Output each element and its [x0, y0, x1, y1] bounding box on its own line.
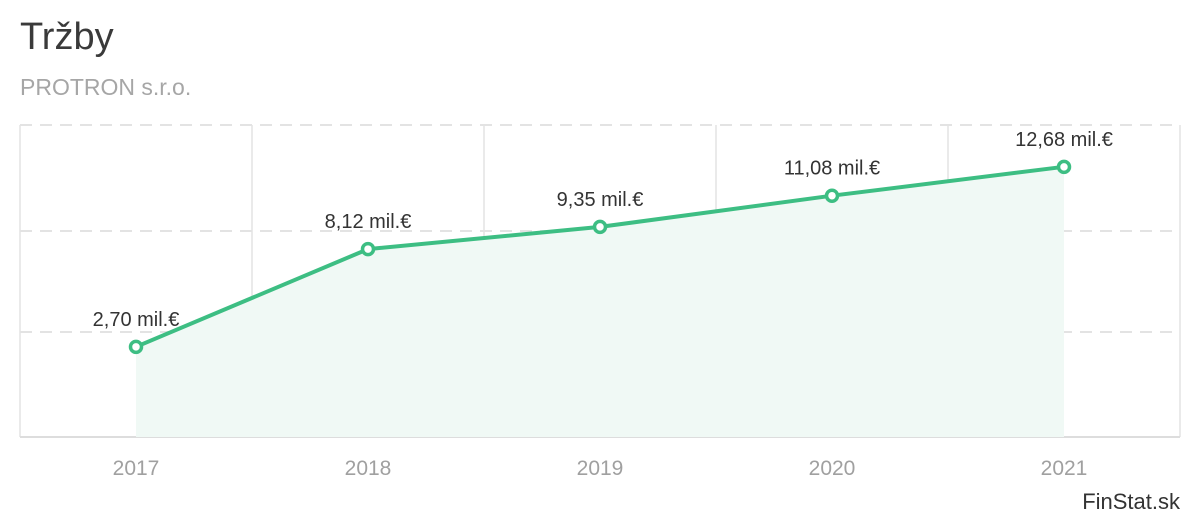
- data-label-2020: 11,08 mil.€: [784, 158, 880, 180]
- x-tick-label-2021: 2021: [1041, 457, 1088, 480]
- chart-title: Tržby: [20, 16, 114, 58]
- data-labels: 2,70 mil.€ 8,12 mil.€ 9,35 mil.€ 11,08 mil.…: [93, 129, 1113, 331]
- data-label-2017: 2,70 mil.€: [93, 309, 180, 331]
- x-tick-label-2017: 2017: [113, 457, 160, 480]
- data-label-2018: 8,12 mil.€: [325, 211, 412, 233]
- x-tick-label-2020: 2020: [809, 457, 856, 480]
- chart-subtitle: PROTRON s.r.o.: [20, 74, 192, 100]
- revenue-area: [136, 166, 1064, 438]
- data-point-2017[interactable]: [128, 339, 144, 355]
- x-axis-ticks: 2017 2018 2019 2020 2021: [113, 457, 1088, 480]
- data-label-2019: 9,35 mil.€: [557, 189, 644, 211]
- data-points: [128, 159, 1072, 355]
- data-label-2021: 12,68 mil.€: [1015, 129, 1113, 151]
- finstat-brand-link[interactable]: FinStat.sk: [1082, 489, 1180, 514]
- data-point-2018[interactable]: [360, 241, 376, 257]
- x-tick-label-2018: 2018: [345, 457, 392, 480]
- data-point-2020[interactable]: [824, 188, 840, 203]
- data-point-2019[interactable]: [592, 219, 608, 235]
- data-point-2021[interactable]: [1056, 159, 1072, 175]
- x-tick-label-2019: 2019: [577, 457, 624, 480]
